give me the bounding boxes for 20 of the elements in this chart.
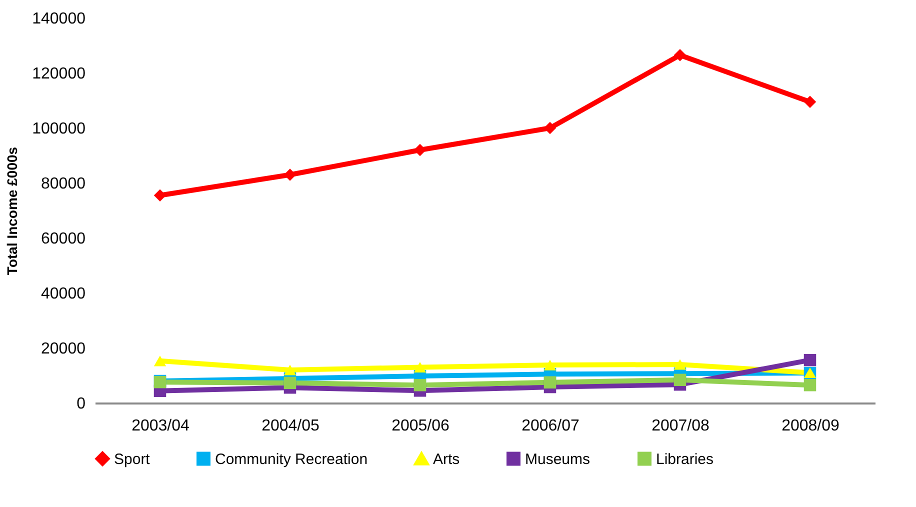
- x-tick-label: 2006/07: [522, 418, 580, 434]
- x-tick-label: 2003/04: [132, 418, 190, 434]
- x-tick-label: 2007/08: [652, 418, 710, 434]
- y-tick-label: 120000: [32, 66, 86, 82]
- y-tick-label: 0: [76, 396, 86, 412]
- y-tick-label: 60000: [41, 230, 86, 248]
- x-tick-label: 2008/09: [782, 418, 840, 434]
- legend-label: Libraries: [656, 450, 714, 468]
- y-tick-label: 100000: [32, 120, 86, 138]
- y-tick-label: 80000: [41, 176, 86, 192]
- y-axis-title: Total Income £000s: [4, 146, 20, 276]
- y-tick-label: 40000: [41, 286, 86, 302]
- y-tick-label: 140000: [32, 10, 86, 28]
- legend-label: Arts: [433, 451, 460, 468]
- legend-label: Community Recreation: [215, 450, 368, 468]
- y-tick-label: 20000: [41, 340, 86, 358]
- legend-label: Museums: [525, 450, 590, 468]
- x-tick-label: 2005/06: [392, 418, 450, 434]
- x-tick-label: 2004/05: [262, 418, 320, 434]
- legend-label: Sport: [114, 450, 151, 468]
